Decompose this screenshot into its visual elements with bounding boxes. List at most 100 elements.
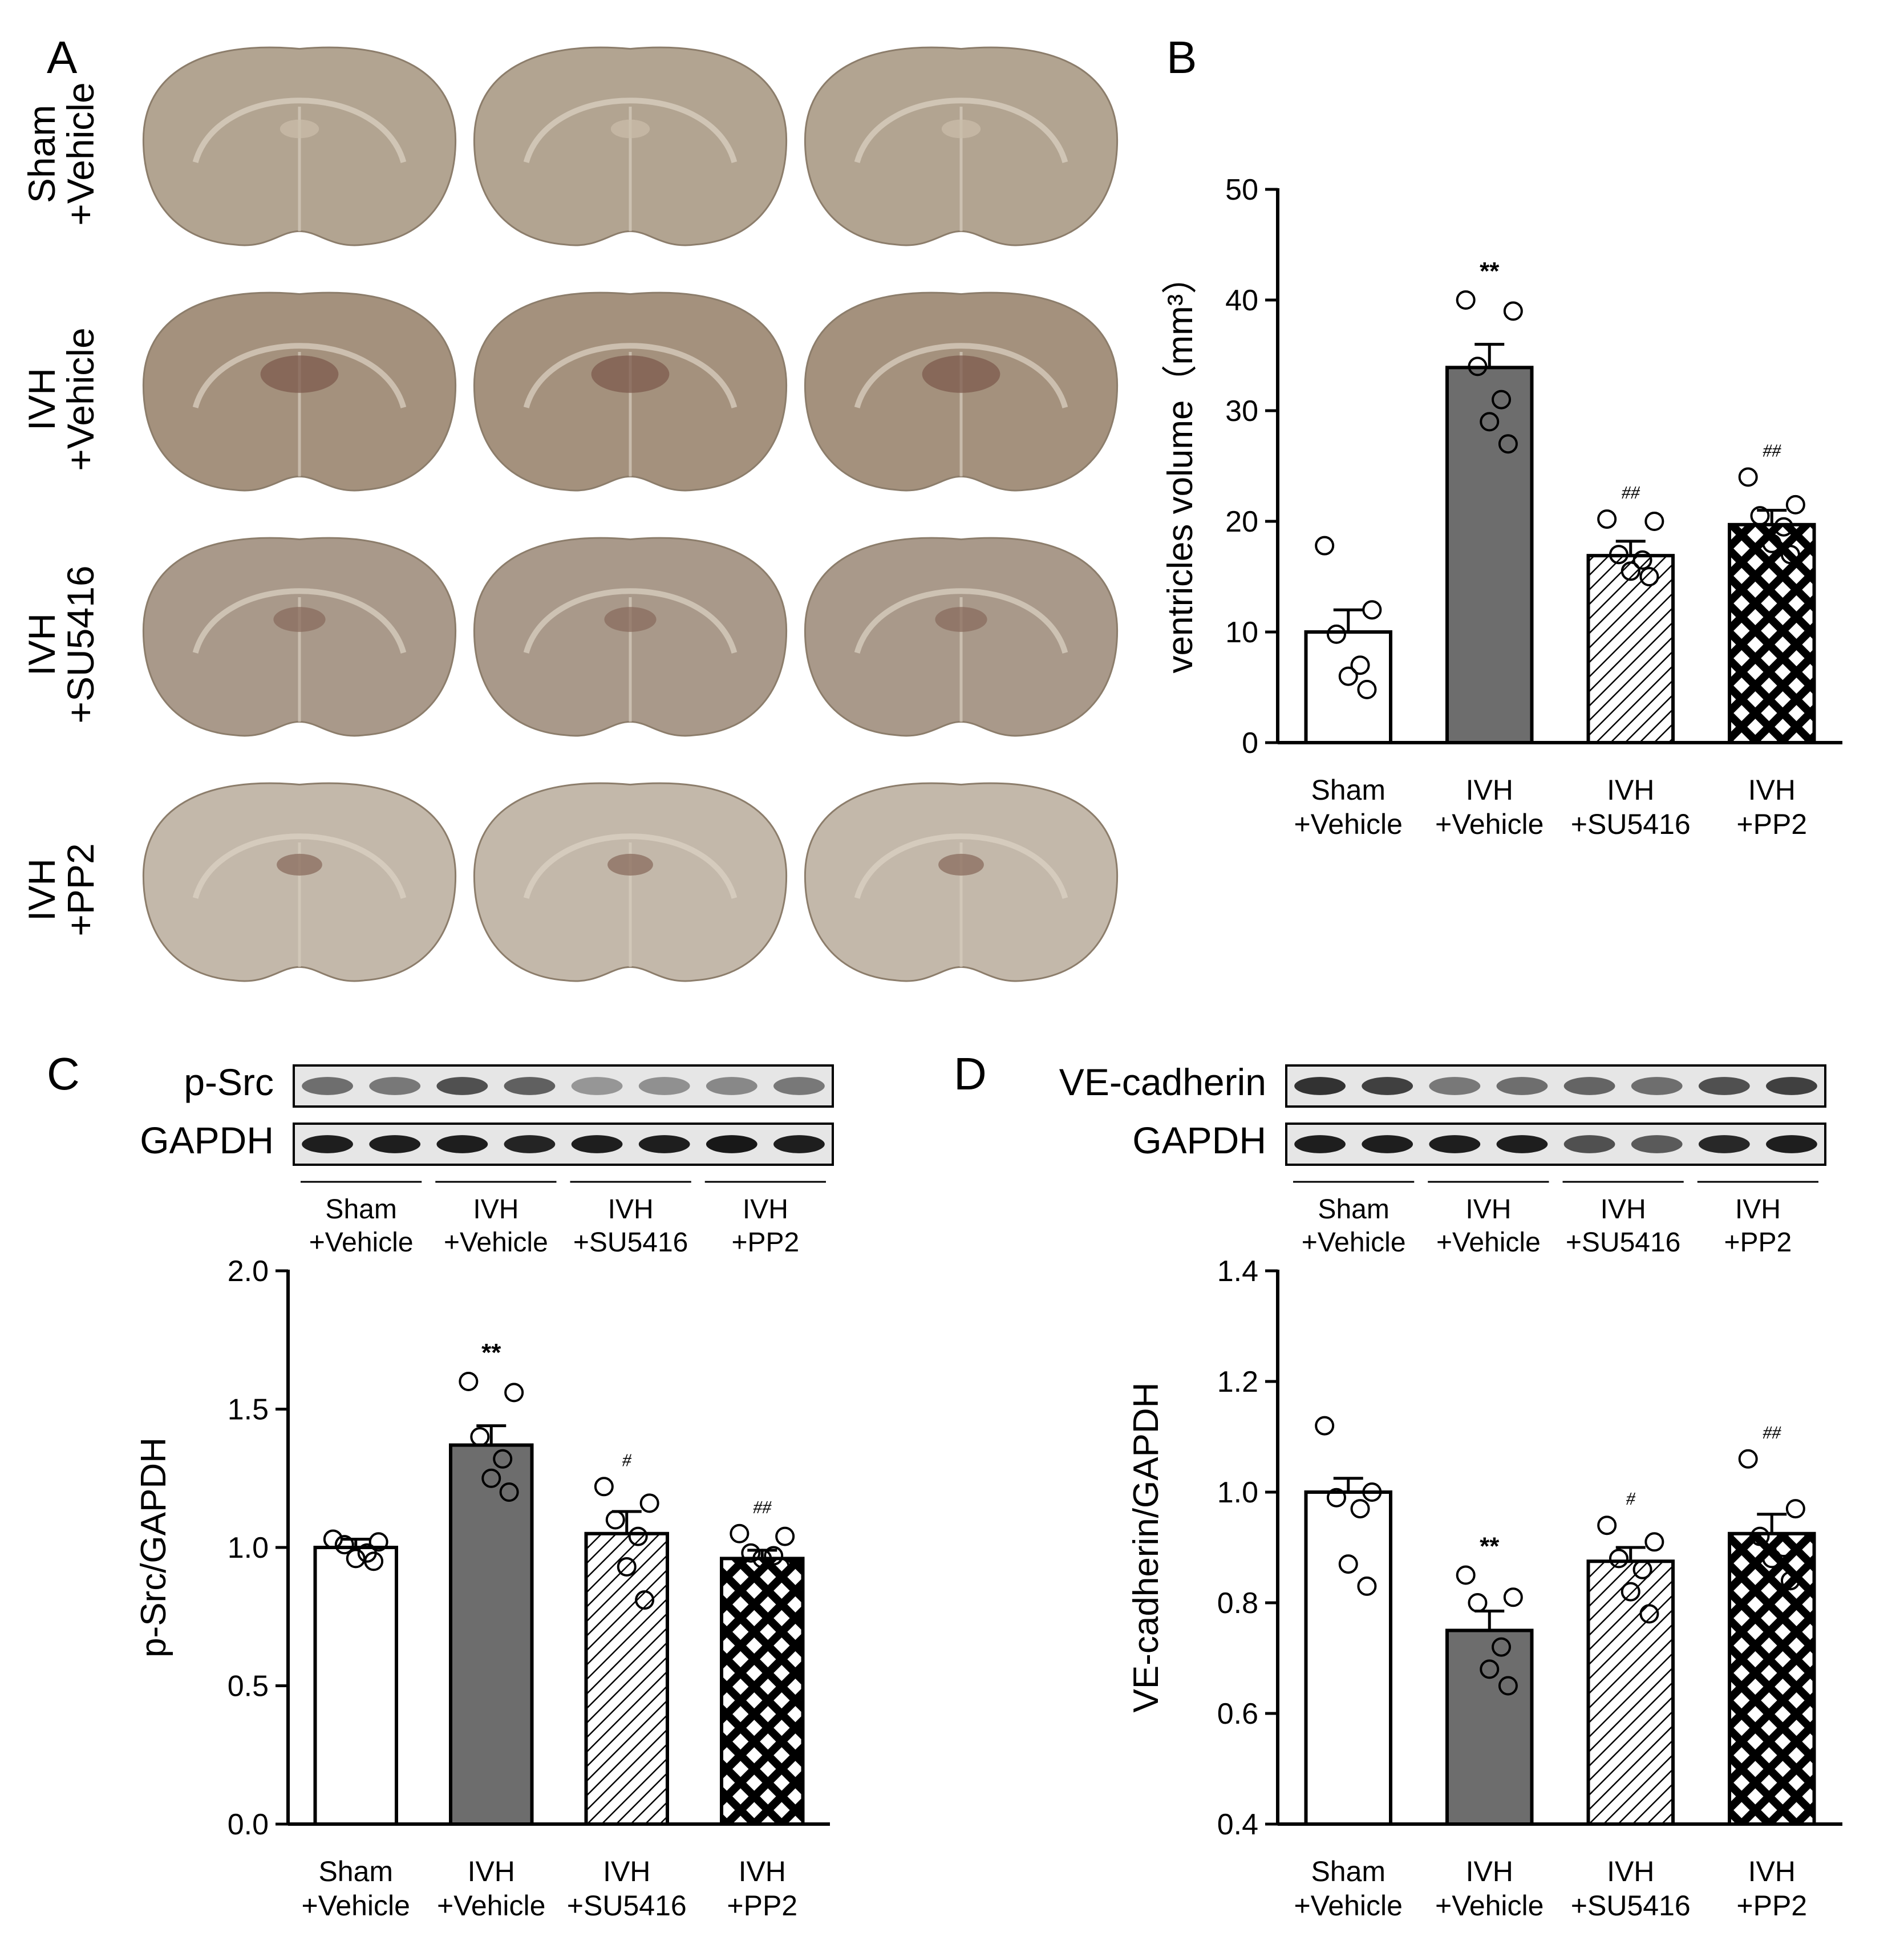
data-point (1498, 1676, 1518, 1696)
brain-section (473, 291, 788, 492)
significance-mark: ## (1763, 1422, 1781, 1442)
brain-section (804, 291, 1119, 492)
data-point (1503, 301, 1523, 321)
ventricle (604, 607, 657, 632)
y-tick-label: 1.0 (228, 1531, 269, 1565)
row-label-line1: Sham (21, 105, 63, 203)
data-point (1632, 550, 1652, 570)
y-tick-label: 10 (1225, 616, 1258, 649)
row-label-line1: IVH (21, 858, 63, 921)
data-point (368, 1532, 388, 1552)
data-point (1492, 1637, 1512, 1657)
blot-group-label: +Vehicle (1302, 1227, 1406, 1258)
significance-mark: ** (1480, 257, 1500, 285)
row-label-line1: IVH (21, 368, 63, 431)
blot-group-label: IVH (473, 1194, 518, 1225)
y-tick-label: 0 (1242, 727, 1258, 760)
brain-section (804, 782, 1119, 982)
data-point (1762, 533, 1782, 553)
data-point (1362, 1482, 1382, 1502)
data-point (1492, 390, 1512, 410)
data-point (1338, 666, 1358, 686)
blot-group-label: IVH (1601, 1194, 1646, 1225)
data-point (1644, 1532, 1664, 1552)
x-category-label: +Vehicle (1294, 1890, 1403, 1922)
data-point (470, 1427, 490, 1446)
chart-d: 0.40.60.81.01.21.4VE-cadherin/GAPDHSham+… (1127, 1255, 1842, 1922)
blot-band (638, 1077, 690, 1095)
blot-band (1294, 1135, 1346, 1153)
y-tick-label: 0.8 (1217, 1587, 1258, 1620)
x-category-label: IVH (1748, 774, 1796, 806)
brain-section (473, 782, 788, 982)
blot-band (302, 1077, 353, 1095)
y-tick-label: 30 (1225, 395, 1258, 428)
brain-section (804, 46, 1119, 246)
blot-group-label: IVH (743, 1194, 788, 1225)
blot-band (773, 1077, 825, 1095)
y-tick-label: 50 (1225, 173, 1258, 206)
ventricle (922, 355, 1000, 393)
data-point (639, 1493, 659, 1513)
data-point (605, 1510, 625, 1530)
y-tick-label: 40 (1225, 284, 1258, 317)
panel-label-c: C (47, 1048, 80, 1099)
blot-band (1563, 1135, 1615, 1153)
blot-group-label: IVH (608, 1194, 654, 1225)
y-tick-label: 1.4 (1217, 1255, 1258, 1288)
data-point (1785, 495, 1805, 514)
western-blot-c: p-SrcGAPDHSham+VehicleIVH+VehicleIVH+SU5… (140, 1061, 834, 1258)
x-category-label: IVH (603, 1855, 650, 1887)
data-point (1597, 509, 1617, 529)
y-tick-label: 0.5 (228, 1670, 269, 1703)
blot-group-label: Sham (1318, 1194, 1389, 1225)
data-point (1326, 1488, 1346, 1508)
x-category-label: IVH (468, 1855, 515, 1887)
x-category-label: +SU5416 (567, 1890, 687, 1922)
ventricle (610, 119, 650, 139)
y-tick-label: 0.6 (1217, 1697, 1258, 1731)
data-point (730, 1523, 750, 1543)
bar (720, 1557, 805, 1826)
x-category-label: +PP2 (1736, 808, 1807, 840)
data-point (1338, 1554, 1358, 1574)
data-point (1621, 561, 1640, 581)
brain-section (142, 537, 457, 737)
white-matter-arc (523, 98, 738, 163)
data-point (1632, 1559, 1652, 1579)
blot-group-label: +Vehicle (1436, 1227, 1541, 1258)
bar (1445, 1628, 1534, 1826)
y-axis-label: ventricles volume（mm³） (1161, 259, 1200, 674)
data-point (346, 1549, 366, 1569)
row-label: IVH+Vehicle (21, 327, 102, 471)
data-point (1597, 1516, 1617, 1535)
y-tick-label: 1.2 (1217, 1365, 1258, 1399)
data-point (493, 1449, 513, 1469)
significance-mark: ** (481, 1339, 501, 1367)
significance-mark: ## (1763, 440, 1781, 460)
blot-band (1429, 1077, 1481, 1095)
data-point (334, 1535, 354, 1555)
x-category-label: +PP2 (1736, 1890, 1807, 1922)
brain-section (142, 782, 457, 982)
blot-group-label: Sham (325, 1194, 396, 1225)
data-point (764, 1546, 784, 1566)
blot-row-label: VE-cadherin (1059, 1061, 1266, 1103)
data-point (770, 1557, 790, 1577)
row-label: IVH+SU5416 (21, 565, 102, 723)
data-point (1498, 434, 1518, 454)
white-matter-arc (192, 588, 407, 654)
data-point (323, 1529, 343, 1549)
row-label: IVH+PP2 (21, 843, 102, 936)
data-point (1357, 1576, 1377, 1596)
significance-mark: ** (1480, 1533, 1500, 1561)
blot-band (571, 1077, 623, 1095)
data-point (1750, 506, 1770, 526)
data-point (775, 1526, 795, 1546)
data-point (459, 1372, 479, 1391)
data-point (1644, 512, 1664, 531)
bar (1586, 1559, 1675, 1826)
bar (1304, 630, 1392, 744)
blot-band (773, 1135, 825, 1153)
